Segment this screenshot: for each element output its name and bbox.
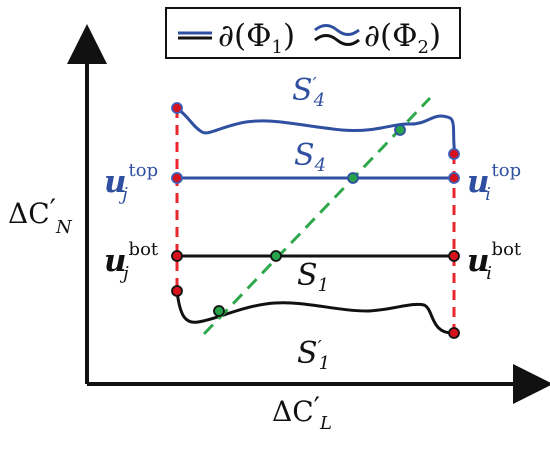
legend: ∂(Φ1) ∂(Φ2) <box>165 7 461 59</box>
s4-prime-label: S′ 4 <box>292 73 325 111</box>
s1-label: S1 <box>297 258 329 296</box>
s1-prime-curve <box>175 290 455 335</box>
green-intersection-s1 <box>270 250 282 262</box>
green-intersection-s4 <box>347 172 359 184</box>
ui-top-label: u top i <box>467 160 521 205</box>
s1-prime-label: S′ 1 <box>297 336 330 374</box>
legend-right-text: ∂(Φ2) <box>364 18 441 58</box>
legend-left-text: ∂(Φ1) <box>218 18 295 58</box>
ui-bot-label: u bot i <box>467 239 522 284</box>
right-s4-prime-point <box>448 148 460 160</box>
legend-approx-black <box>314 34 360 46</box>
uj-bot-point <box>171 250 183 262</box>
left-s1-prime-point <box>171 285 183 297</box>
green-intersection-s1-prime <box>213 305 225 317</box>
uj-top-point <box>171 172 183 184</box>
right-s1-prime-point <box>448 327 460 339</box>
uj-top-label: u top j <box>104 160 158 205</box>
legend-approx-blue <box>314 24 360 36</box>
green-intersection-s4-prime <box>394 124 406 136</box>
s4-prime-curve <box>176 106 457 155</box>
x-axis-label: ΔC′L <box>272 391 332 434</box>
ui-top-point <box>448 172 460 184</box>
uj-bot-label: u bot j <box>104 239 159 284</box>
s4-label: S4 <box>294 138 326 176</box>
top-left-s4-prime-point <box>171 102 183 114</box>
legend-box <box>165 7 461 59</box>
green-dashed-line <box>202 96 432 336</box>
ui-bot-point <box>448 250 460 262</box>
y-axis-label: ΔC′N <box>8 193 73 238</box>
